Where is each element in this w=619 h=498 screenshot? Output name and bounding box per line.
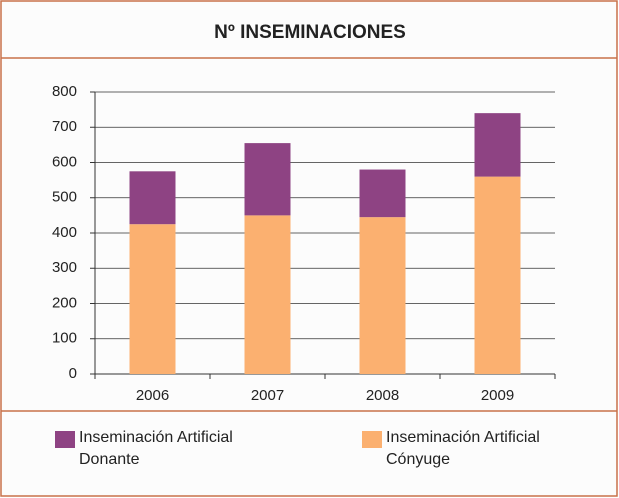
bar-segment bbox=[244, 215, 291, 374]
bar-segment bbox=[474, 176, 521, 374]
y-tick-label: 600 bbox=[52, 153, 77, 170]
legend-swatch bbox=[362, 431, 382, 448]
x-tick-label: 2009 bbox=[481, 387, 514, 404]
legend-label: Inseminación Artificial Donante bbox=[79, 429, 233, 468]
x-tick-label: 2008 bbox=[366, 387, 399, 404]
bar-segment bbox=[129, 224, 176, 374]
y-tick-label: 500 bbox=[52, 189, 77, 206]
y-tick-label: 700 bbox=[52, 118, 77, 135]
bar-segment bbox=[359, 169, 406, 218]
bar-segment bbox=[244, 143, 291, 216]
legend-label: Inseminación Artificial Cónyuge bbox=[386, 429, 540, 468]
y-tick-label: 0 bbox=[69, 365, 77, 382]
legend-swatch bbox=[55, 431, 75, 448]
x-tick-label: 2006 bbox=[136, 387, 169, 404]
bar-segment bbox=[474, 113, 521, 177]
chart-title: Nº INSEMINACIONES bbox=[214, 22, 406, 43]
y-tick-label: 800 bbox=[52, 83, 77, 100]
y-tick-label: 100 bbox=[52, 330, 77, 347]
y-tick-label: 400 bbox=[52, 224, 77, 241]
y-tick-label: 200 bbox=[52, 294, 77, 311]
bar-segment bbox=[359, 217, 406, 374]
y-tick-label: 300 bbox=[52, 259, 77, 276]
bar-segment bbox=[129, 171, 176, 225]
x-tick-label: 2007 bbox=[251, 387, 284, 404]
